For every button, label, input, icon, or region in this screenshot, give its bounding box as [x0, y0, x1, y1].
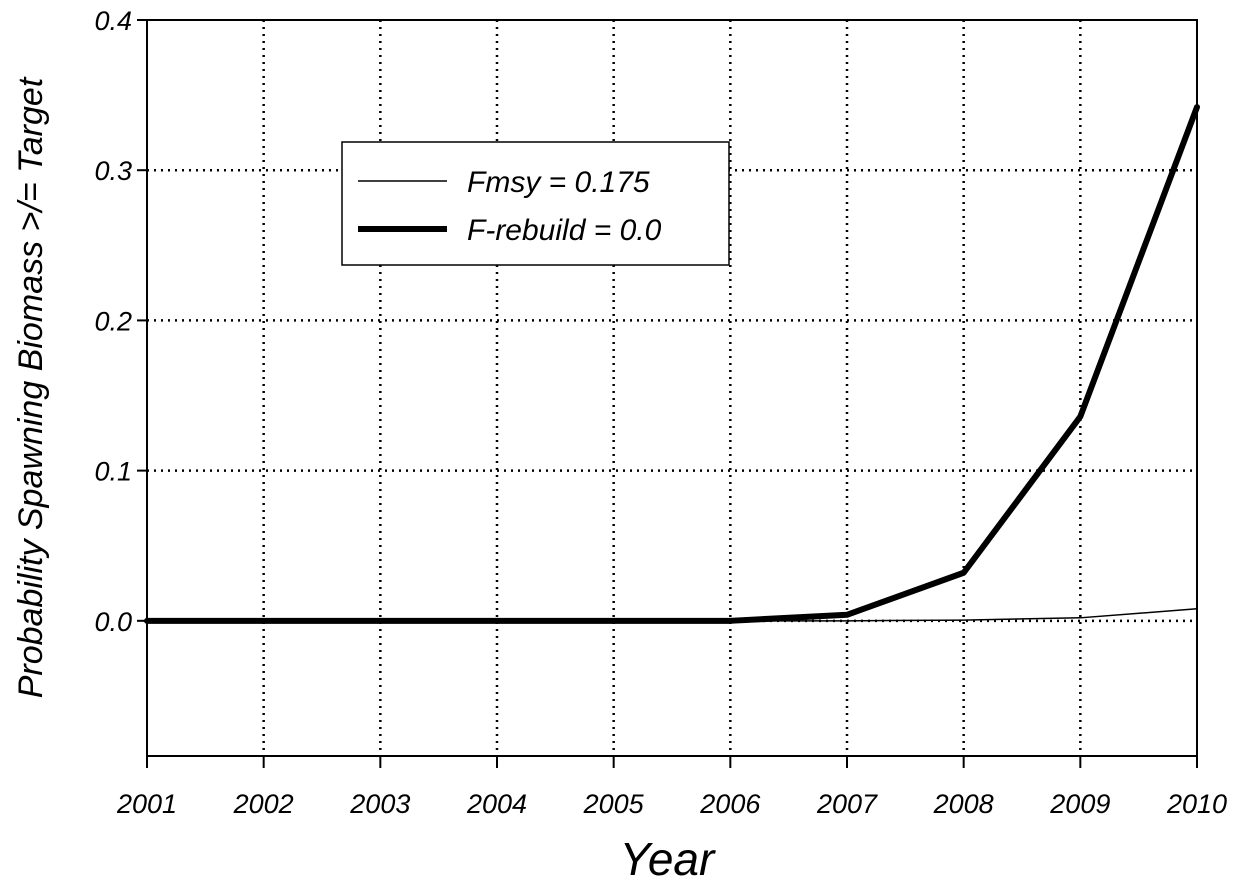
x-tick-label: 2007 [816, 789, 878, 819]
x-tick-label: 2004 [466, 789, 527, 819]
y-tick-label: 0.2 [94, 306, 132, 336]
series-line-frebuild [144, 104, 1200, 624]
ticks [137, 19, 1198, 768]
y-tick-label: 0.3 [94, 156, 132, 186]
x-tick-label: 2005 [583, 789, 645, 819]
x-axis-title: Year [620, 833, 716, 885]
x-tick-label: 2001 [116, 789, 177, 819]
legend-label-fmsy: Fmsy = 0.175 [467, 166, 650, 199]
legend-label-frebuild: F-rebuild = 0.0 [467, 214, 662, 247]
y-tick-label: 0.4 [94, 6, 132, 36]
x-tick-label: 2006 [699, 789, 761, 819]
x-tick-label: 2002 [233, 789, 294, 819]
grid [147, 20, 1197, 756]
y-tick-label: 0.0 [94, 607, 132, 637]
x-tick-label: 2010 [1166, 789, 1227, 819]
x-tick-label: 2008 [933, 789, 994, 819]
x-tick-label: 2003 [349, 789, 410, 819]
legend: Fmsy = 0.175 F-rebuild = 0.0 [341, 141, 730, 266]
legend-box [341, 141, 730, 266]
plot-frame [146, 19, 1198, 757]
y-axis-title: Probability Spawning Biomass >/= Target [12, 76, 50, 698]
tick-labels: 2001 2002 2003 2004 2005 2006 2007 2008 2009 2010… [94, 6, 1227, 819]
series-lines [144, 104, 1200, 624]
y-tick-label: 0.1 [94, 457, 132, 487]
x-tick-label: 2009 [1049, 789, 1110, 819]
